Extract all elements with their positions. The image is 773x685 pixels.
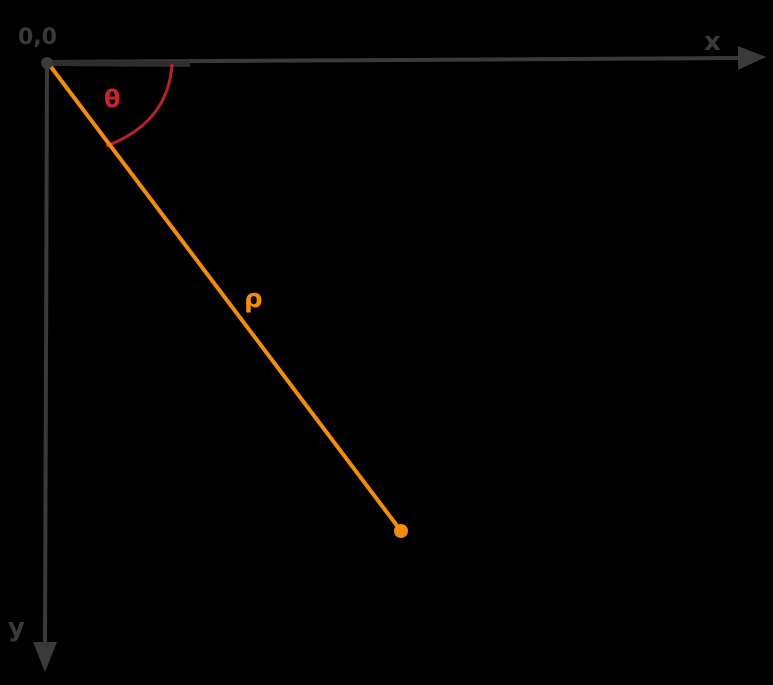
origin-dot-icon <box>41 57 53 69</box>
x-axis-near-origin <box>47 63 190 64</box>
y-axis-line <box>45 62 47 648</box>
radius-label: ρ <box>244 284 263 314</box>
angle-label: θ <box>104 85 121 113</box>
radius-line <box>48 63 401 531</box>
x-axis-label: x <box>704 27 721 57</box>
end-point-dot-icon <box>394 524 408 538</box>
y-axis-label: y <box>8 613 25 643</box>
y-axis-arrow-icon <box>33 642 57 672</box>
x-axis-arrow-icon <box>738 46 766 70</box>
origin-label: 0,0 <box>18 25 57 50</box>
